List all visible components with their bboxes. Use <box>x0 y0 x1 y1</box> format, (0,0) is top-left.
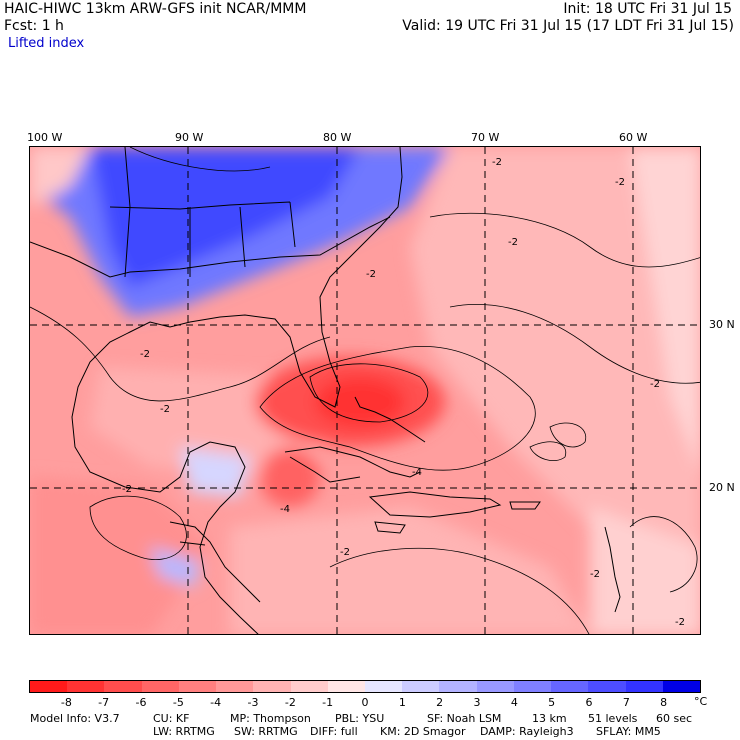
contour-label: -2 <box>160 404 170 415</box>
contour-label: -2 <box>140 349 150 360</box>
footer-levels: 51 levels <box>588 712 638 725</box>
colorbar-tick-label: 0 <box>361 696 369 709</box>
colorbar-unit: °C <box>694 695 708 708</box>
footer-resolution: 13 km <box>532 712 567 725</box>
colorbar-segment <box>476 681 514 692</box>
colorbar-tick-label: 8 <box>660 696 668 709</box>
footer-sflay: SFLAY: MM5 <box>596 725 661 738</box>
field-shading <box>30 147 700 634</box>
forecast-hour: Fcst: 1 h <box>4 18 64 34</box>
footer-mp: MP: Thompson <box>230 712 311 725</box>
colorbar-tick-label: 3 <box>473 696 481 709</box>
contour-label: -2 <box>366 269 376 280</box>
colorbar-segment <box>216 681 254 692</box>
lifted-index-map: -2 -2 -2 -2 -2 -2 -4 -4 -2 -2 -2 -2 -2 <box>29 146 701 635</box>
colorbar-tick-label: -1 <box>322 696 334 709</box>
contour-label: -2 <box>615 177 625 188</box>
colorbar-tick-label: -2 <box>284 696 296 709</box>
lon-label-70w: 70 W <box>471 131 500 144</box>
coastlines <box>30 147 621 634</box>
colorbar-segment <box>104 681 142 692</box>
footer-lw: LW: RRTMG <box>153 725 215 738</box>
colorbar-segment <box>141 681 179 692</box>
colorbar-segment <box>364 681 403 692</box>
lon-label-60w: 60 W <box>619 131 648 144</box>
colorbar-segment <box>402 681 440 692</box>
map-svg: -2 -2 -2 -2 -2 -2 -4 -4 -2 -2 -2 -2 -2 <box>30 147 700 634</box>
lon-label-90w: 90 W <box>175 131 204 144</box>
lat-label-30n: 30 N <box>709 318 735 331</box>
contour-label: -2 <box>650 379 660 390</box>
footer-sw: SW: RRTMG <box>234 725 298 738</box>
colorbar-tick-label: -7 <box>98 696 110 709</box>
lon-label-80w: 80 W <box>323 131 352 144</box>
colorbar-segment <box>178 681 217 692</box>
colorbar-segment <box>513 681 552 692</box>
colorbar-tick-label: 4 <box>510 696 518 709</box>
colorbar-segment <box>253 681 291 692</box>
contours <box>30 147 700 634</box>
contour-label: -2 <box>508 237 518 248</box>
model-title: HAIC-HIWC 13km ARW-GFS init NCAR/MMM <box>4 1 307 17</box>
colorbar-tick-label: -4 <box>210 696 222 709</box>
colorbar <box>29 680 701 693</box>
colorbar-segment <box>551 681 589 692</box>
colorbar-tick-label: 7 <box>622 696 630 709</box>
colorbar-tick-label: -6 <box>135 696 147 709</box>
footer-sf: SF: Noah LSM <box>427 712 502 725</box>
contour-labels: -2 -2 -2 -2 -2 -2 -4 -4 -2 -2 -2 -2 -2 <box>122 157 685 628</box>
valid-time: Valid: 19 UTC Fri 31 Jul 15 (17 LDT Fri … <box>402 18 734 34</box>
colorbar-segment <box>67 681 105 692</box>
contour-label: -2 <box>340 547 350 558</box>
contour-label: -2 <box>675 617 685 628</box>
contour-label: -4 <box>280 504 290 515</box>
footer-cu: CU: KF <box>153 712 190 725</box>
colorbar-tick-label: -3 <box>247 696 259 709</box>
footer-damp: DAMP: Rayleigh3 <box>480 725 574 738</box>
colorbar-tick-label: 5 <box>548 696 556 709</box>
colorbar-segment <box>30 681 68 692</box>
lat-label-20n: 20 N <box>709 481 735 494</box>
colorbar-tick-label: 1 <box>398 696 406 709</box>
colorbar-segment <box>327 681 365 692</box>
graticule <box>30 147 700 634</box>
footer-diff: DIFF: full <box>310 725 358 738</box>
contour-label: -2 <box>590 569 600 580</box>
contour-label: -2 <box>122 484 132 495</box>
colorbar-segment <box>625 681 663 692</box>
colorbar-segment <box>662 681 700 692</box>
contour-label: -2 <box>492 157 502 168</box>
colorbar-tick-label: 6 <box>585 696 593 709</box>
init-time: Init: 18 UTC Fri 31 Jul 15 <box>563 1 732 17</box>
footer-pbl: PBL: YSU <box>335 712 385 725</box>
footer-timestep: 60 sec <box>656 712 693 725</box>
footer-model-info: Model Info: V3.7 <box>30 712 120 725</box>
footer-km: KM: 2D Smagor <box>380 725 466 738</box>
colorbar-tick-label: -8 <box>60 696 72 709</box>
colorbar-tick-label: -5 <box>172 696 184 709</box>
colorbar-tick-label: 2 <box>436 696 444 709</box>
field-name: Lifted index <box>8 36 85 51</box>
contour-label: -4 <box>412 467 422 478</box>
colorbar-segment <box>439 681 477 692</box>
lon-label-100w: 100 W <box>27 131 63 144</box>
colorbar-segment <box>290 681 328 692</box>
colorbar-segment <box>588 681 626 692</box>
